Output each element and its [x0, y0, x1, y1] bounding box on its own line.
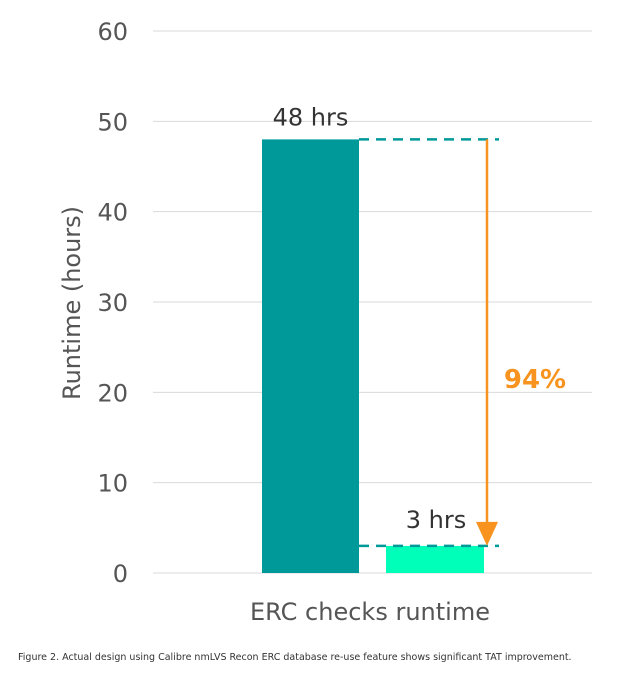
data-label: 48 hrs [273, 103, 349, 131]
annotations: 48 hrs 3 hrs 94% [273, 103, 566, 548]
y-tick-label: 0 [113, 560, 128, 588]
bar [262, 139, 359, 573]
data-label: 3 hrs [406, 506, 466, 534]
reduction-arrow-head [476, 521, 498, 546]
y-tick-label: 20 [97, 379, 128, 407]
x-axis-category-label: ERC checks runtime [250, 598, 490, 626]
reduction-percent-label: 94% [504, 365, 566, 395]
y-tick-label: 50 [97, 108, 128, 136]
y-tick-label: 60 [97, 18, 128, 46]
bars [262, 139, 484, 573]
figure-caption: Figure 2. Actual design using Calibre nm… [18, 652, 572, 663]
y-axis-ticks: 0 10 20 30 40 50 60 [97, 18, 128, 588]
gridlines [153, 30, 592, 574]
y-tick-label: 10 [97, 470, 128, 498]
bar [386, 545, 484, 573]
y-tick-label: 40 [97, 199, 128, 227]
y-tick-label: 30 [97, 289, 128, 317]
y-axis-title: Runtime (hours) [58, 206, 86, 400]
